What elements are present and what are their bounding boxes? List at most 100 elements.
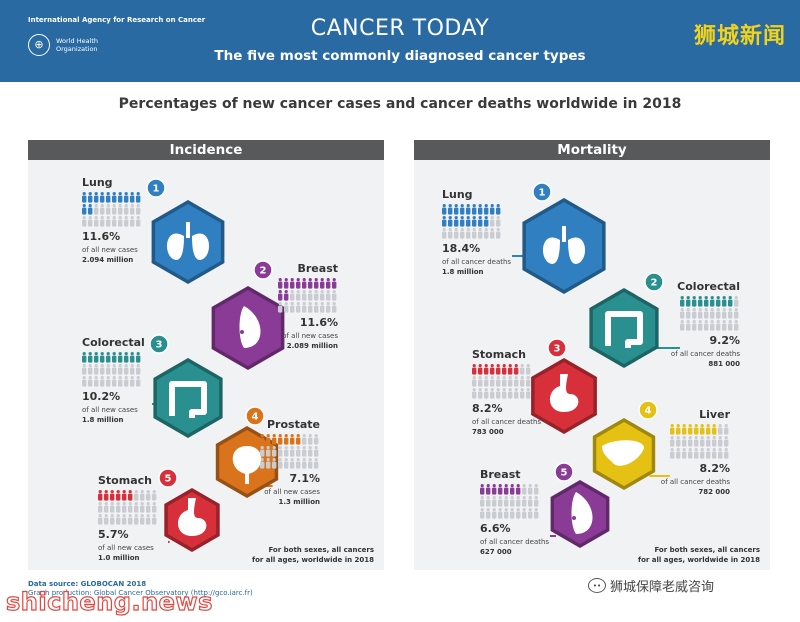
person-icon	[680, 308, 685, 319]
footnote-line2: for all ages, worldwide in 2018	[638, 556, 760, 564]
person-icon	[290, 278, 295, 289]
hexagon	[525, 202, 603, 290]
incidence-diagram: 1 Lung 11.6% of all new cases 2.094 million 2…	[82, 176, 374, 564]
person-icon	[734, 320, 739, 331]
person-icon	[442, 204, 447, 215]
person-icon	[480, 508, 485, 519]
cancer-name: Stomach	[98, 474, 152, 487]
person-icon	[88, 352, 93, 363]
prostate-icon	[232, 446, 262, 484]
person-icon	[504, 496, 509, 507]
person-icon	[492, 484, 497, 495]
person-icon	[484, 204, 489, 215]
person-icon	[94, 192, 99, 203]
stomach-icon	[177, 498, 207, 536]
rank-number: 2	[260, 266, 267, 277]
person-icon	[332, 278, 337, 289]
person-icon	[302, 446, 307, 457]
person-icon	[510, 484, 515, 495]
person-icon	[710, 320, 715, 331]
case-count: 1.8 million	[82, 416, 124, 424]
person-icon	[704, 320, 709, 331]
person-icon	[314, 446, 319, 457]
person-icon	[454, 204, 459, 215]
percentage: 8.2%	[472, 402, 503, 415]
person-icon	[296, 290, 301, 301]
person-icon	[706, 424, 711, 435]
person-icon	[504, 508, 509, 519]
person-icon	[82, 364, 87, 375]
person-icon	[486, 496, 491, 507]
person-icon	[710, 308, 715, 319]
person-icon	[122, 502, 127, 513]
person-icon	[686, 296, 691, 307]
person-icon	[688, 424, 693, 435]
person-icon	[94, 216, 99, 227]
person-icon	[118, 216, 123, 227]
cancer-entry-liver: 4 Liver 8.2% of all cancer deaths 782 000	[592, 400, 731, 496]
person-icon	[100, 204, 105, 215]
person-icon	[528, 484, 533, 495]
person-icon	[526, 364, 531, 375]
person-icon	[88, 364, 93, 375]
person-icon	[692, 308, 697, 319]
rank-number: 5	[165, 474, 172, 485]
person-icon	[326, 278, 331, 289]
person-icon	[124, 352, 129, 363]
who-globe-icon: ⊕	[28, 34, 50, 56]
person-icon	[110, 490, 115, 501]
person-icon	[124, 376, 129, 387]
person-icon	[478, 216, 483, 227]
incidence-panel: Incidence 1 Lung 11.6% of all new cases 2.09…	[28, 140, 384, 570]
person-icon	[480, 484, 485, 495]
header-banner: International Agency for Research on Can…	[0, 0, 800, 82]
percentage-caption: of all new cases	[82, 246, 138, 254]
cancer-name: Colorectal	[82, 336, 145, 349]
person-icon	[478, 228, 483, 239]
rank-badge	[245, 406, 265, 426]
person-icon	[722, 308, 727, 319]
liver-icon	[602, 440, 644, 466]
who-block: ⊕ World Health Organization	[28, 34, 98, 56]
person-icon	[110, 514, 115, 525]
person-icon	[692, 320, 697, 331]
person-icon	[308, 458, 313, 469]
person-icon	[484, 216, 489, 227]
person-icon	[110, 502, 115, 513]
person-icon	[676, 436, 681, 447]
person-icon	[472, 216, 477, 227]
person-icon	[278, 434, 283, 445]
person-icon	[492, 508, 497, 519]
person-icon	[496, 216, 501, 227]
footnote-line2: for all ages, worldwide in 2018	[252, 556, 374, 564]
person-icon	[502, 376, 507, 387]
person-icon	[134, 490, 139, 501]
person-icon	[106, 216, 111, 227]
person-icon	[734, 296, 739, 307]
case-count: 1.8 million	[442, 268, 484, 276]
person-icon	[152, 502, 157, 513]
person-icon	[136, 376, 141, 387]
person-icon	[478, 204, 483, 215]
person-icon	[302, 434, 307, 445]
person-icon	[700, 448, 705, 459]
person-icon	[472, 376, 477, 387]
person-icon	[478, 388, 483, 399]
person-icon	[290, 434, 295, 445]
person-icon	[130, 204, 135, 215]
wechat-icon: ••	[588, 578, 606, 593]
person-icon	[670, 424, 675, 435]
person-icon	[728, 320, 733, 331]
person-icon	[528, 508, 533, 519]
person-icon	[508, 364, 513, 375]
person-icon	[472, 388, 477, 399]
person-icon	[260, 446, 265, 457]
person-icon	[118, 376, 123, 387]
person-icon	[520, 376, 525, 387]
person-icon	[320, 278, 325, 289]
rank-number: 1	[153, 184, 160, 195]
person-icon	[724, 424, 729, 435]
person-icon	[136, 204, 141, 215]
person-icon	[496, 204, 501, 215]
case-count: 627 000	[480, 548, 512, 556]
